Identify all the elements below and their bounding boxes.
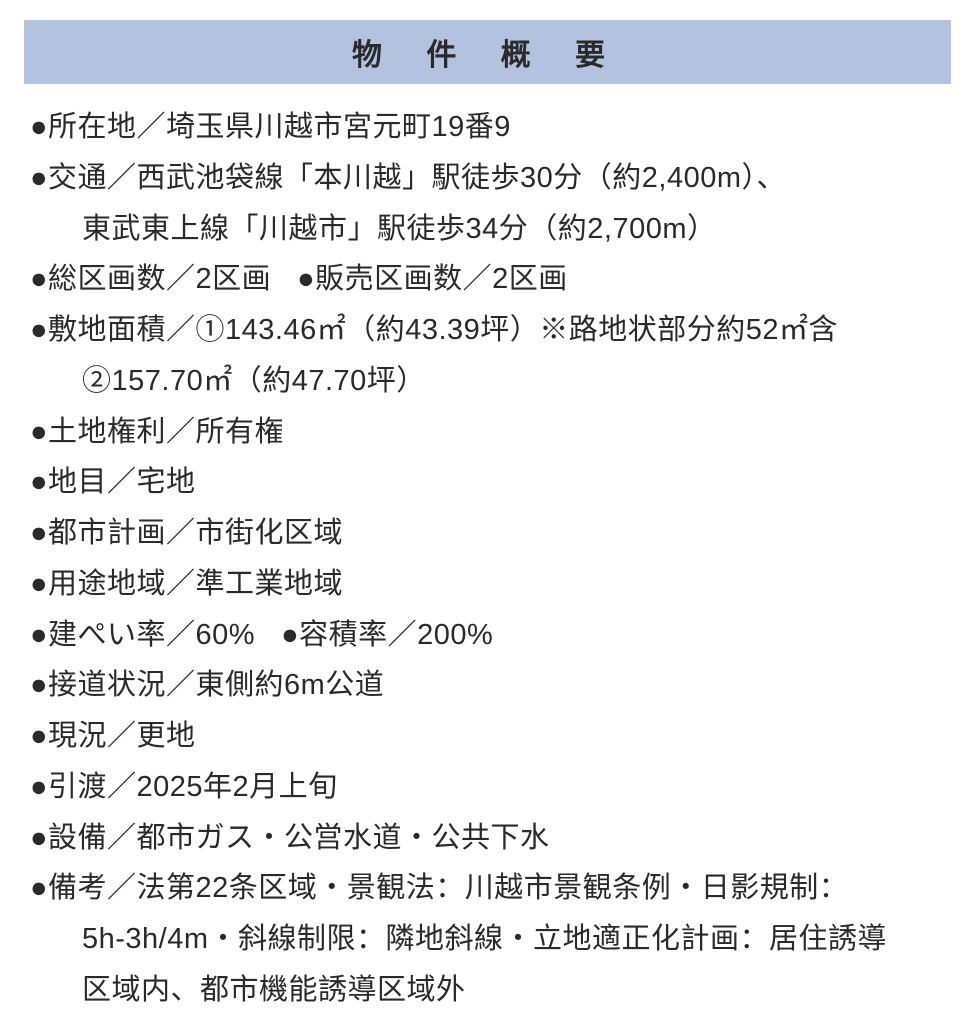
ratios-line: ●建ぺい率／60% ●容積率／200% (30, 610, 945, 661)
property-details: ●所在地／埼玉県川越市宮元町19番9 ●交通／西武池袋線「本川越」駅徒歩30分（… (24, 102, 951, 1016)
current-state-line: ●現況／更地 (30, 711, 945, 762)
remarks-line-1: ●備考／法第22条区域・景観法：川越市景観条例・日影規制： (30, 863, 945, 914)
lots-line: ●総区画数／2区画 ●販売区画数／2区画 (30, 254, 945, 305)
page-title: 物 件 概 要 (24, 30, 951, 74)
floor-area-ratio: ●容積率／200% (281, 619, 493, 651)
site-area-line-1: ●敷地面積／①143.46㎡（約43.39坪）※路地状部分約52㎡含 (30, 305, 945, 356)
sale-lots: ●販売区画数／2区画 (297, 263, 568, 295)
facilities-line: ●設備／都市ガス・公営水道・公共下水 (30, 813, 945, 864)
header-bar: 物 件 概 要 (24, 20, 951, 84)
transport-line-2: 東武東上線「川越市」駅徒歩34分（約2,700m） (30, 204, 945, 255)
delivery-line: ●引渡／2025年2月上旬 (30, 762, 945, 813)
site-area-line-2: ②157.70㎡（約47.70坪） (30, 356, 945, 407)
road-access-line: ●接道状況／東側約6m公道 (30, 660, 945, 711)
land-rights-line: ●土地権利／所有権 (30, 407, 945, 458)
building-coverage: ●建ぺい率／60% (30, 619, 255, 651)
total-lots: ●総区画数／2区画 (30, 263, 271, 295)
city-planning-line: ●都市計画／市街化区域 (30, 508, 945, 559)
remarks-line-3: 区域内、都市機能誘導区域外 (30, 965, 945, 1016)
location-line: ●所在地／埼玉県川越市宮元町19番9 (30, 102, 945, 153)
zoning-line: ●用途地域／準工業地域 (30, 559, 945, 610)
transport-line-1: ●交通／西武池袋線「本川越」駅徒歩30分（約2,400m）、 (30, 153, 945, 204)
remarks-line-2: 5h-3h/4m・斜線制限：隣地斜線・立地適正化計画：居住誘導 (30, 914, 945, 965)
land-category-line: ●地目／宅地 (30, 457, 945, 508)
